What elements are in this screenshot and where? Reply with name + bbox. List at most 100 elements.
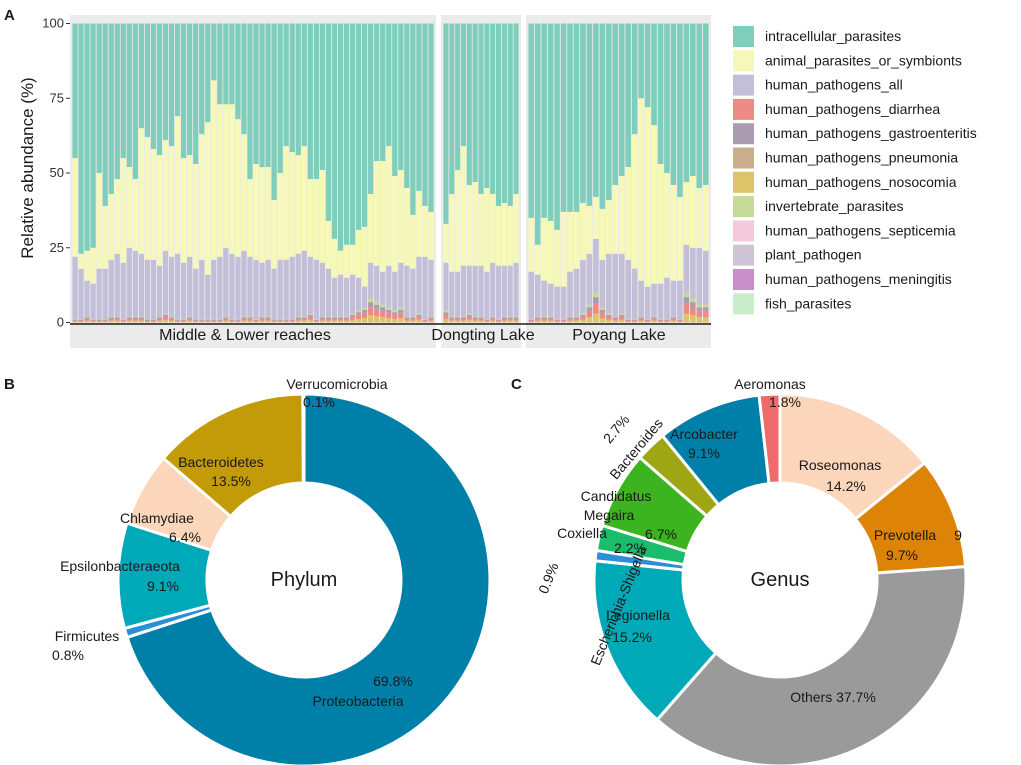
bar-segment-human_pathogens_gastroenteritis: [114, 317, 120, 319]
bar-segment-human_pathogens_diarrhea: [657, 320, 664, 322]
slice-label-value-bacteroides: 2.7%: [600, 411, 633, 446]
bar-segment-human_pathogens_nosocomia: [72, 321, 78, 323]
bar-segment-invertebrate_parasites: [368, 298, 374, 303]
bar-segment-human_pathogens_gastroenteritis: [460, 317, 466, 319]
bar-segment-intracellular_parasites: [664, 23, 670, 173]
bar-sample-35: [277, 23, 283, 323]
bar-segment-human_pathogens_gastroenteritis: [217, 319, 223, 321]
bar-segment-invertebrate_parasites: [534, 316, 541, 318]
bar-sample-17: [168, 23, 175, 323]
bar-segment-animal_parasites_or_symbionts: [84, 250, 90, 281]
bar-segment-human_pathogens_diarrhea: [573, 318, 580, 321]
bar-segment-invertebrate_parasites: [670, 316, 677, 318]
bar-segment-human_pathogens_diarrhea: [301, 318, 307, 321]
slice-label-name-prevotella: Prevotella: [874, 527, 936, 543]
bar-segment-intracellular_parasites: [265, 23, 271, 168]
legend-item-human-pathogens-all: human_pathogens_all: [733, 74, 903, 96]
legend-item-human-pathogens-pneumonia: human_pathogens_pneumonia: [733, 147, 958, 169]
bar-sample-19: [181, 23, 187, 323]
legend-item-animal-parasites-or-symbionts: animal_parasites_or_symbionts: [733, 50, 962, 72]
bar-segment-human_pathogens_nosocomia: [247, 320, 253, 323]
bar-segment-animal_parasites_or_symbionts: [343, 244, 350, 278]
bar-segment-human_pathogens_nosocomia: [528, 321, 535, 323]
bar-segment-human_pathogens_diarrhea: [295, 318, 301, 321]
bar-segment-animal_parasites_or_symbionts: [187, 155, 193, 257]
bar-segment-human_pathogens_diarrhea: [325, 318, 332, 321]
bar-segment-human_pathogens_all: [404, 265, 410, 317]
bar-segment-animal_parasites_or_symbionts: [490, 193, 496, 263]
bar-segment-human_pathogens_diarrhea: [174, 320, 181, 322]
bar-segment-human_pathogens_diarrhea: [449, 318, 455, 321]
bar-segment-intracellular_parasites: [235, 23, 241, 120]
bar-segment-human_pathogens_all: [410, 268, 416, 317]
bar-segment-human_pathogens_gastroenteritis: [90, 319, 96, 321]
bar-segment-human_pathogens_gastroenteritis: [490, 317, 496, 319]
slice-label-name-proteobacteria: Proteobacteria: [312, 693, 403, 709]
bar-segment-animal_parasites_or_symbionts: [368, 193, 374, 263]
bar-segment-invertebrate_parasites: [241, 316, 247, 318]
bar-sample-96: [670, 23, 677, 323]
bar-segment-human_pathogens_nosocomia: [301, 320, 307, 323]
bar-segment-human_pathogens_nosocomia: [670, 320, 677, 323]
bar-sample-97: [677, 23, 683, 323]
bar-segment-human_pathogens_nosocomia: [126, 320, 132, 323]
bar-sample-22: [199, 23, 205, 323]
slice-aeromonas: [757, 392, 782, 486]
bar-segment-human_pathogens_nosocomia: [181, 321, 187, 323]
bar-segment-human_pathogens_nosocomia: [144, 321, 151, 323]
bar-segment-human_pathogens_all: [472, 265, 478, 317]
legend-label: intracellular_parasites: [765, 28, 901, 44]
bar-segment-animal_parasites_or_symbionts: [319, 170, 325, 263]
facet-label-poyang-lake: Poyang Lake: [572, 327, 666, 344]
bar-segment-human_pathogens_nosocomia: [271, 321, 277, 323]
bar-sample-61: [443, 23, 449, 323]
bar-segment-human_pathogens_nosocomia: [404, 320, 410, 323]
bar-segment-human_pathogens_diarrhea: [696, 310, 703, 318]
bar-sample-36: [283, 23, 289, 323]
bar-segment-human_pathogens_nosocomia: [211, 321, 217, 323]
slice-label-value-arcobacter: 9.1%: [688, 445, 720, 461]
bar-segment-animal_parasites_or_symbionts: [247, 178, 253, 257]
bar-sample-52: [380, 23, 386, 323]
bar-segment-invertebrate_parasites: [702, 304, 709, 308]
bar-segment-human_pathogens_gastroenteritis: [690, 302, 696, 307]
bar-sample-9: [120, 23, 126, 323]
bar-segment-animal_parasites_or_symbionts: [138, 128, 144, 254]
bar-segment-animal_parasites_or_symbionts: [126, 167, 132, 248]
bar-segment-human_pathogens_nosocomia: [150, 321, 157, 323]
bar-segment-human_pathogens_nosocomia: [289, 321, 295, 323]
bar-segment-intracellular_parasites: [560, 23, 567, 212]
bar-segment-intracellular_parasites: [386, 23, 392, 147]
bar-segment-human_pathogens_diarrhea: [380, 310, 386, 318]
bar-segment-animal_parasites_or_symbionts: [580, 202, 586, 260]
bar-segment-human_pathogens_gastroenteritis: [651, 317, 657, 319]
bar-segment-human_pathogens_gastroenteritis: [211, 319, 217, 321]
bar-segment-invertebrate_parasites: [404, 316, 410, 318]
bar-segment-invertebrate_parasites: [114, 316, 120, 318]
bar-segment-invertebrate_parasites: [443, 310, 449, 313]
bar-segment-human_pathogens_all: [313, 259, 319, 320]
bar-segment-human_pathogens_nosocomia: [638, 320, 644, 323]
bar-segment-animal_parasites_or_symbionts: [392, 175, 398, 272]
bar-segment-invertebrate_parasites: [573, 316, 580, 318]
bar-segment-intracellular_parasites: [677, 23, 683, 197]
bar-segment-animal_parasites_or_symbionts: [72, 158, 78, 257]
y-tick-label: 50: [50, 165, 64, 180]
bar-segment-animal_parasites_or_symbionts: [541, 217, 547, 281]
bar-segment-human_pathogens_diarrhea: [593, 303, 599, 314]
bar-segment-human_pathogens_nosocomia: [398, 318, 404, 323]
bar-sample-32: [259, 23, 265, 323]
bar-segment-human_pathogens_all: [259, 262, 265, 317]
bar-segment-human_pathogens_diarrhea: [651, 318, 657, 321]
bar-segment-human_pathogens_all: [349, 274, 356, 314]
bar-segment-invertebrate_parasites: [612, 316, 619, 318]
bar-sample-91: [638, 23, 644, 323]
bar-segment-human_pathogens_all: [126, 247, 132, 317]
bar-segment-human_pathogens_gastroenteritis: [199, 319, 205, 321]
bar-segment-animal_parasites_or_symbionts: [307, 178, 313, 257]
bar-segment-human_pathogens_nosocomia: [355, 318, 362, 323]
bar-segment-human_pathogens_all: [156, 265, 163, 317]
bar-segment-human_pathogens_all: [428, 259, 434, 317]
bar-sample-70: [496, 23, 502, 323]
bar-segment-human_pathogens_all: [554, 286, 560, 320]
